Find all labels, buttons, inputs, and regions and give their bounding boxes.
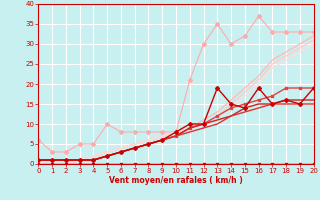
X-axis label: Vent moyen/en rafales ( km/h ): Vent moyen/en rafales ( km/h )	[109, 176, 243, 185]
